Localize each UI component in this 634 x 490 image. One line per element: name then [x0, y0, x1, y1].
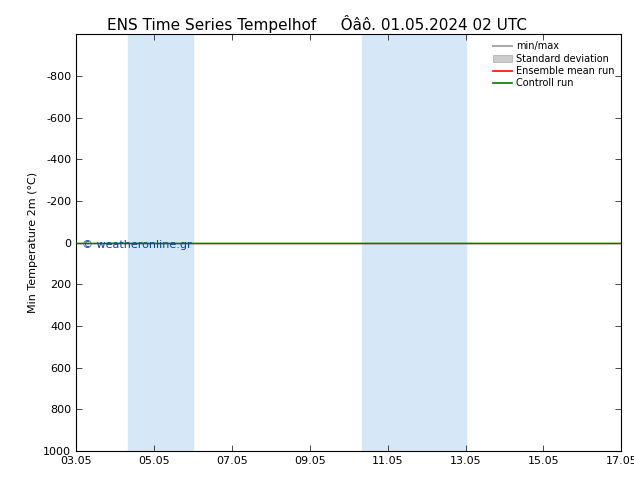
Bar	[128, 34, 193, 451]
Bar	[361, 34, 465, 451]
Legend: min/max, Standard deviation, Ensemble mean run, Controll run: min/max, Standard deviation, Ensemble me…	[491, 39, 616, 90]
Y-axis label: Min Temperature 2m (°C): Min Temperature 2m (°C)	[28, 172, 37, 313]
Text: ENS Time Series Tempelhof     Ôâô. 01.05.2024 02 UTC: ENS Time Series Tempelhof Ôâô. 01.05.202…	[107, 15, 527, 33]
Text: © weatheronline.gr: © weatheronline.gr	[82, 240, 191, 249]
